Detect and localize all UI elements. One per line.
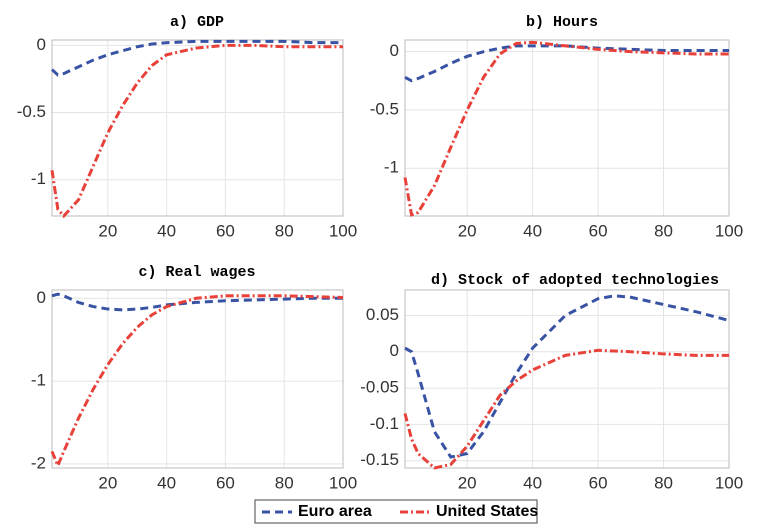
series-line — [50, 39, 343, 77]
plot-frame — [51, 39, 344, 217]
y-tick-label: -0.5 — [17, 102, 46, 121]
x-tick-label: 100 — [329, 221, 357, 240]
plot-frame — [404, 289, 730, 469]
x-tick-label: 80 — [275, 221, 294, 240]
series-line — [51, 292, 343, 312]
x-tick-label: 80 — [275, 473, 294, 492]
x-tick-label: 20 — [458, 473, 477, 492]
chart-title: a) GDP — [170, 14, 224, 31]
legend-label: United States — [436, 503, 538, 520]
y-tick-label: -1 — [31, 169, 46, 188]
x-tick-label: 20 — [458, 221, 477, 240]
y-tick-label: -0.05 — [360, 378, 399, 397]
series-line — [403, 40, 729, 217]
y-tick-label: 0 — [390, 341, 399, 360]
y-tick-label: -1 — [31, 371, 46, 390]
x-tick-label: 40 — [523, 473, 542, 492]
y-tick-label: -0.15 — [360, 450, 399, 469]
chart-title: d) Stock of adopted technologies — [431, 272, 719, 289]
x-tick-label: 40 — [157, 473, 176, 492]
x-tick-label: 80 — [654, 473, 673, 492]
y-tick-label: 0 — [37, 288, 46, 307]
x-tick-label: 60 — [216, 473, 235, 492]
legend-label: Euro area — [298, 503, 372, 520]
plot-frame — [51, 289, 344, 469]
legend-box — [254, 499, 538, 524]
x-tick-label: 20 — [98, 473, 117, 492]
y-tick-label: -2 — [31, 453, 46, 472]
x-tick-label: 40 — [523, 221, 542, 240]
x-tick-label: 100 — [329, 473, 357, 492]
y-tick-label: -0.5 — [370, 99, 399, 118]
chart-title: c) Real wages — [138, 264, 255, 281]
y-tick-label: -0.1 — [370, 414, 399, 433]
x-tick-label: 60 — [216, 221, 235, 240]
x-tick-label: 100 — [715, 473, 743, 492]
chart-title: b) Hours — [526, 14, 598, 31]
series-line — [403, 348, 729, 470]
x-tick-label: 20 — [98, 221, 117, 240]
series-line — [50, 43, 343, 219]
x-tick-label: 100 — [715, 221, 743, 240]
series-line — [404, 44, 729, 83]
y-tick-label: 0.05 — [366, 305, 399, 324]
y-tick-label: 0 — [390, 41, 399, 60]
y-tick-label: -1 — [384, 158, 399, 177]
plot-frame — [404, 39, 730, 217]
series-line — [404, 294, 730, 459]
x-tick-label: 40 — [157, 221, 176, 240]
x-tick-label: 60 — [589, 221, 608, 240]
x-tick-label: 80 — [654, 221, 673, 240]
x-tick-label: 60 — [589, 473, 608, 492]
series-line — [50, 294, 344, 470]
y-tick-label: 0 — [37, 35, 46, 54]
